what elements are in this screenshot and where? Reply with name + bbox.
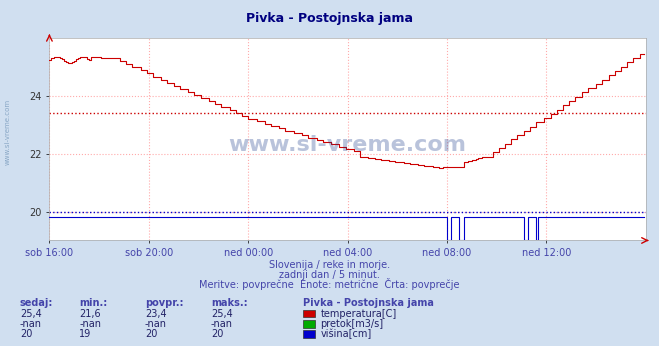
Text: min.:: min.: xyxy=(79,298,107,308)
Text: 20: 20 xyxy=(20,329,32,339)
Text: 20: 20 xyxy=(145,329,158,339)
Text: -nan: -nan xyxy=(145,319,167,329)
Text: višina[cm]: višina[cm] xyxy=(320,329,372,339)
Text: maks.:: maks.: xyxy=(211,298,248,308)
Text: 25,4: 25,4 xyxy=(211,309,233,319)
Text: -nan: -nan xyxy=(20,319,42,329)
Text: -nan: -nan xyxy=(79,319,101,329)
Text: 25,4: 25,4 xyxy=(20,309,42,319)
Text: povpr.:: povpr.: xyxy=(145,298,183,308)
Text: 21,6: 21,6 xyxy=(79,309,101,319)
Text: Meritve: povprečne  Enote: metrične  Črta: povprečje: Meritve: povprečne Enote: metrične Črta:… xyxy=(199,277,460,290)
Text: 20: 20 xyxy=(211,329,223,339)
Text: sedaj:: sedaj: xyxy=(20,298,53,308)
Text: Pivka - Postojnska jama: Pivka - Postojnska jama xyxy=(303,298,434,308)
Text: zadnji dan / 5 minut.: zadnji dan / 5 minut. xyxy=(279,270,380,280)
Text: www.si-vreme.com: www.si-vreme.com xyxy=(229,135,467,155)
Text: -nan: -nan xyxy=(211,319,233,329)
Text: 23,4: 23,4 xyxy=(145,309,167,319)
Text: Slovenija / reke in morje.: Slovenija / reke in morje. xyxy=(269,260,390,270)
Text: Pivka - Postojnska jama: Pivka - Postojnska jama xyxy=(246,12,413,25)
Text: temperatura[C]: temperatura[C] xyxy=(320,309,397,319)
Text: pretok[m3/s]: pretok[m3/s] xyxy=(320,319,384,329)
Text: www.si-vreme.com: www.si-vreme.com xyxy=(5,98,11,165)
Text: 19: 19 xyxy=(79,329,92,339)
